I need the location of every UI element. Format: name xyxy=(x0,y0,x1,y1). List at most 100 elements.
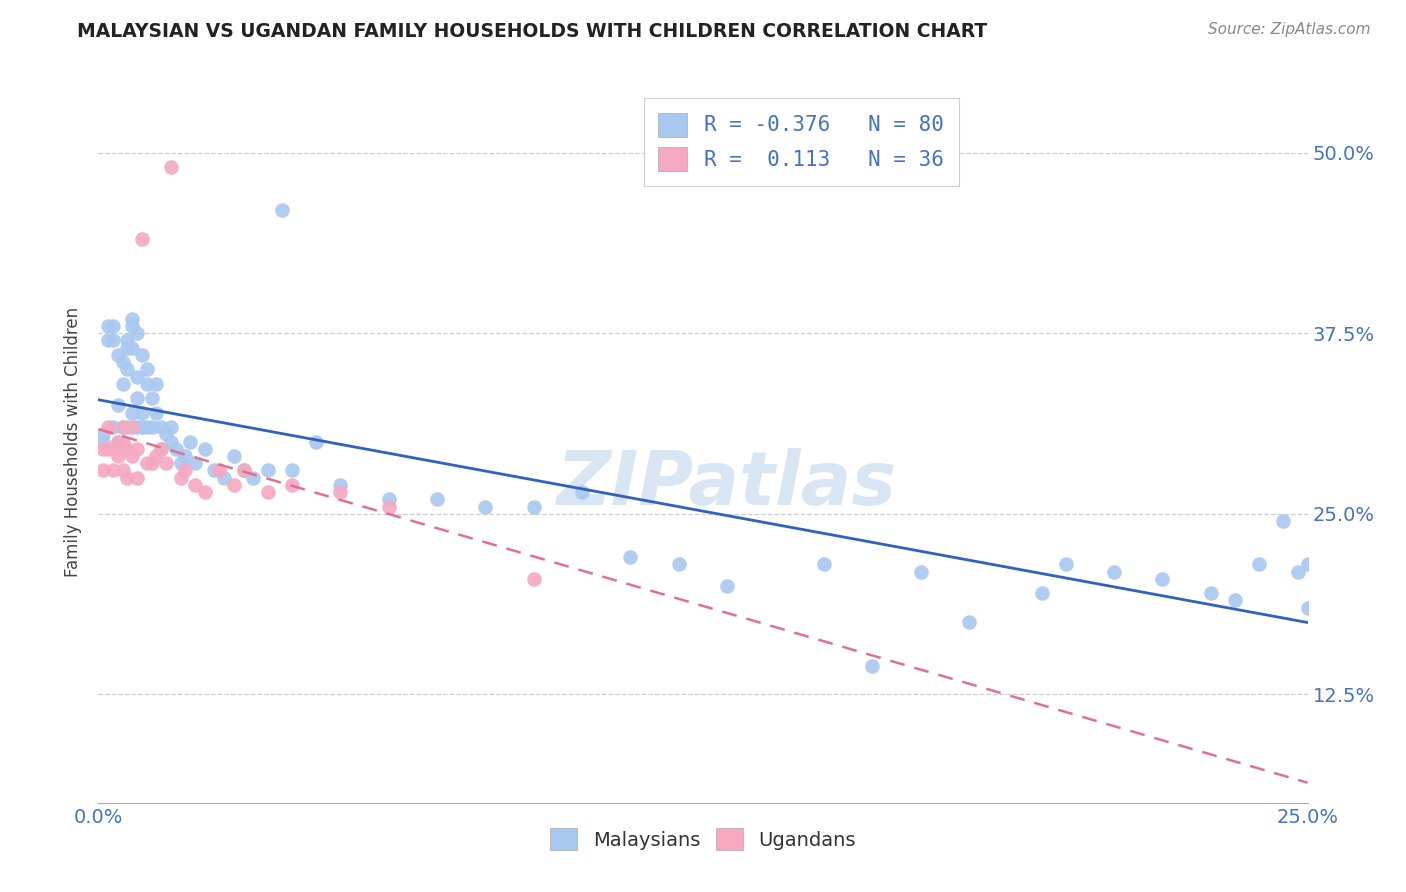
Point xyxy=(204,463,226,477)
Point xyxy=(160,420,183,434)
Point xyxy=(131,348,153,362)
Point xyxy=(716,579,738,593)
Point xyxy=(111,463,134,477)
Point xyxy=(121,318,143,333)
Point xyxy=(377,500,399,514)
Point xyxy=(256,485,278,500)
Point xyxy=(91,434,114,449)
Point xyxy=(101,318,124,333)
Point xyxy=(619,550,641,565)
Point xyxy=(117,341,139,355)
Point xyxy=(107,449,129,463)
Point xyxy=(474,500,496,514)
Point xyxy=(1223,593,1246,607)
Point xyxy=(169,470,191,484)
Point xyxy=(121,311,143,326)
Point xyxy=(174,463,197,477)
Point xyxy=(1152,572,1174,586)
Legend: Malaysians, Ugandans: Malaysians, Ugandans xyxy=(543,820,863,858)
Point xyxy=(212,470,235,484)
Point xyxy=(111,420,134,434)
Point xyxy=(131,406,153,420)
Point xyxy=(256,463,278,477)
Point xyxy=(523,500,546,514)
Point xyxy=(1102,565,1125,579)
Point xyxy=(107,434,129,449)
Point xyxy=(271,203,294,218)
Point xyxy=(121,449,143,463)
Point xyxy=(127,420,149,434)
Point xyxy=(145,376,167,391)
Point xyxy=(281,463,304,477)
Point xyxy=(111,376,134,391)
Point xyxy=(426,492,449,507)
Point xyxy=(101,463,124,477)
Point xyxy=(242,470,264,484)
Point xyxy=(111,420,134,434)
Point xyxy=(141,391,163,405)
Point xyxy=(121,406,143,420)
Point xyxy=(1286,565,1309,579)
Point xyxy=(135,362,157,376)
Point xyxy=(111,434,134,449)
Point xyxy=(131,420,153,434)
Point xyxy=(281,478,304,492)
Point xyxy=(127,470,149,484)
Point xyxy=(329,478,352,492)
Point xyxy=(860,658,883,673)
Point xyxy=(1296,558,1319,572)
Point xyxy=(305,434,328,449)
Point xyxy=(222,449,245,463)
Point xyxy=(121,420,143,434)
Point xyxy=(194,442,217,456)
Point xyxy=(160,160,183,174)
Point xyxy=(117,470,139,484)
Point xyxy=(150,420,173,434)
Point xyxy=(107,398,129,412)
Point xyxy=(377,492,399,507)
Point xyxy=(232,463,254,477)
Point xyxy=(1031,586,1053,600)
Point xyxy=(111,442,134,456)
Point xyxy=(179,434,201,449)
Point xyxy=(117,420,139,434)
Point xyxy=(194,485,217,500)
Point xyxy=(107,434,129,449)
Text: MALAYSIAN VS UGANDAN FAMILY HOUSEHOLDS WITH CHILDREN CORRELATION CHART: MALAYSIAN VS UGANDAN FAMILY HOUSEHOLDS W… xyxy=(77,22,987,41)
Point xyxy=(135,420,157,434)
Point xyxy=(1054,558,1077,572)
Point xyxy=(121,341,143,355)
Point xyxy=(141,456,163,470)
Point xyxy=(329,485,352,500)
Y-axis label: Family Households with Children: Family Households with Children xyxy=(65,307,83,576)
Point xyxy=(184,478,207,492)
Point xyxy=(97,318,120,333)
Point xyxy=(155,427,177,442)
Point xyxy=(117,362,139,376)
Point xyxy=(169,456,191,470)
Point xyxy=(135,456,157,470)
Point xyxy=(1296,600,1319,615)
Point xyxy=(232,463,254,477)
Point xyxy=(107,348,129,362)
Point xyxy=(91,427,114,442)
Point xyxy=(165,442,187,456)
Point xyxy=(184,456,207,470)
Point xyxy=(910,565,932,579)
Point xyxy=(160,434,183,449)
Point xyxy=(101,334,124,348)
Point xyxy=(127,326,149,340)
Point xyxy=(127,391,149,405)
Point xyxy=(1249,558,1271,572)
Point xyxy=(135,376,157,391)
Point xyxy=(155,456,177,470)
Point xyxy=(97,420,120,434)
Point xyxy=(97,334,120,348)
Point xyxy=(117,442,139,456)
Point xyxy=(117,334,139,348)
Point xyxy=(97,442,120,456)
Point xyxy=(111,355,134,369)
Point xyxy=(145,449,167,463)
Point xyxy=(127,369,149,384)
Point xyxy=(127,442,149,456)
